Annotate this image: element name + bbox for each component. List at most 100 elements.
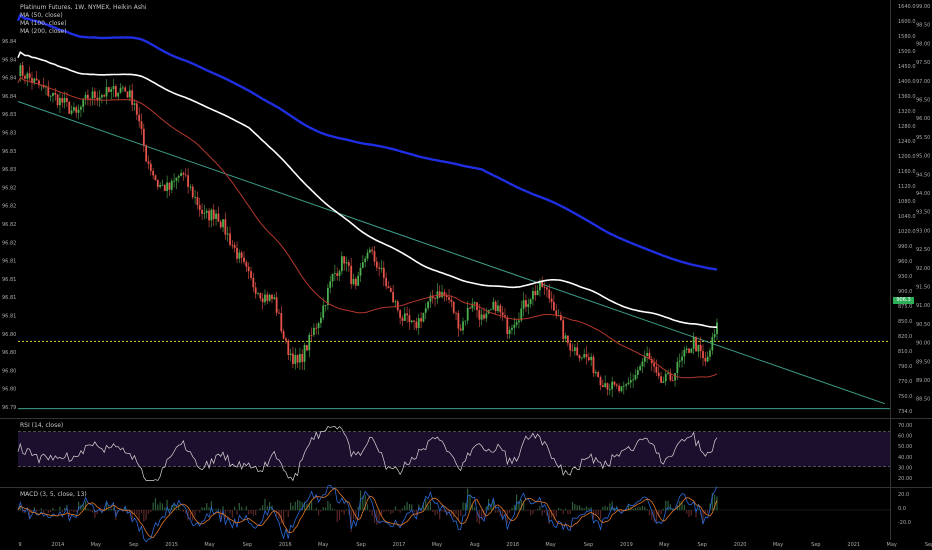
macd-histogram-bar (143, 510, 145, 522)
macd-histogram-bar (94, 510, 96, 518)
left-tick-label: 96.84 (2, 94, 16, 100)
macd-histogram-bar (229, 510, 231, 513)
candle-body (438, 291, 441, 298)
candle-body (345, 262, 348, 264)
candle-body (322, 305, 325, 318)
candle-body (457, 313, 460, 329)
macd-histogram-bar (150, 510, 152, 513)
candle-body (347, 262, 350, 266)
macd-histogram-bar (269, 502, 271, 511)
macd-histogram-bar (546, 510, 548, 516)
candle-body (643, 355, 646, 362)
price-tick-label: 1600.0 (898, 19, 916, 25)
candle-body (299, 354, 301, 363)
candle-body (140, 121, 143, 129)
left-tick-label: 96.84 (2, 57, 16, 63)
macd-histogram-bar (639, 507, 641, 511)
price-tick-label: 1020.0 (898, 229, 916, 235)
candle-body (294, 355, 297, 364)
candle-body (224, 219, 227, 235)
candle-body (247, 266, 250, 272)
candle-body (713, 334, 716, 338)
macd-histogram-bar (89, 510, 91, 512)
macd-histogram-bar (105, 502, 108, 511)
candle-body (128, 90, 131, 98)
candle-body (196, 197, 199, 206)
price-tick-label-secondary: 91.00 (916, 303, 930, 309)
candle-body (166, 182, 169, 192)
price-tick-label: 1360.0 (898, 94, 916, 100)
macd-histogram-bar (574, 504, 576, 511)
candle-body (343, 256, 346, 264)
candle-body (636, 370, 639, 375)
x-tick-label: May (91, 542, 101, 548)
macd-histogram-bar (646, 509, 648, 511)
candle-body (205, 210, 208, 213)
macd-histogram-bar (555, 510, 557, 518)
macd-histogram-bar (334, 509, 336, 511)
candle-body (326, 287, 329, 306)
macd-histogram-bar (157, 504, 159, 511)
macd-histogram-bar (681, 501, 683, 511)
macd-histogram-bar (47, 510, 49, 513)
candle-body (599, 377, 602, 386)
candle-body (33, 78, 36, 83)
candle-body (704, 357, 707, 362)
macd-histogram-bar (64, 507, 66, 511)
candle-body (569, 343, 572, 351)
candle-body (660, 376, 662, 383)
candle-body (184, 174, 187, 176)
macd-histogram-bar (98, 510, 101, 512)
macd-legend: MACD (3, 5, close, 13) (20, 491, 87, 498)
candle-body (210, 209, 213, 221)
price-tick-label: 1320.0 (898, 109, 916, 115)
macd-histogram-bar (541, 510, 543, 516)
candle-body (434, 298, 436, 300)
macd-histogram-bar (539, 505, 541, 511)
macd-histogram-bar (399, 510, 401, 513)
price-tick-label: 750.0 (898, 394, 912, 400)
rsi-line (17, 425, 718, 482)
macd-histogram-bar (82, 503, 84, 511)
price-tick-label: 1240.0 (898, 139, 916, 145)
macd-histogram-bar (336, 510, 338, 523)
price-tick-label-secondary: 91.50 (916, 285, 930, 291)
price-tick-label: 990.0 (898, 244, 912, 250)
candle-body (201, 209, 203, 214)
price-tick-label: 930.0 (898, 274, 912, 280)
price-tick-label-secondary: 90.00 (916, 341, 930, 347)
macd-histogram-bar (201, 507, 203, 511)
candle-body (303, 345, 306, 362)
macd-histogram-bar (159, 502, 161, 511)
price-tick-label: 790.0 (898, 364, 912, 370)
macd-histogram-bar (331, 508, 334, 511)
candle-body (604, 383, 607, 388)
candle-body (513, 324, 516, 328)
candle-body (145, 145, 148, 162)
chart-title: Platinum Futures, 1W, NYMEX, Heikin Ashi (20, 4, 147, 11)
candle-body (31, 77, 33, 83)
trendline (17, 101, 885, 405)
macd-histogram-bar (199, 510, 201, 513)
rsi-tick-label: 60.00 (898, 434, 912, 440)
x-tick-label: Sep (243, 542, 252, 548)
macd-histogram-bar (481, 510, 483, 520)
macd-histogram-bar (651, 510, 653, 520)
candle-body (515, 322, 518, 325)
macd-histogram-bar (616, 506, 618, 511)
candle-body (478, 310, 481, 320)
macd-histogram-bar (595, 510, 597, 516)
candle-body (688, 348, 690, 353)
candle-body (662, 381, 665, 383)
macd-histogram-bar (576, 505, 578, 511)
candle-body (63, 97, 66, 103)
candle-body (313, 327, 315, 335)
price-tick-label-secondary: 93.00 (916, 228, 930, 234)
macd-histogram-bar (709, 503, 711, 511)
candle-body (175, 177, 178, 181)
candle-body (490, 309, 492, 311)
ma100-line (17, 50, 717, 328)
candle-body (573, 347, 576, 351)
macd-histogram-bar (658, 510, 660, 517)
